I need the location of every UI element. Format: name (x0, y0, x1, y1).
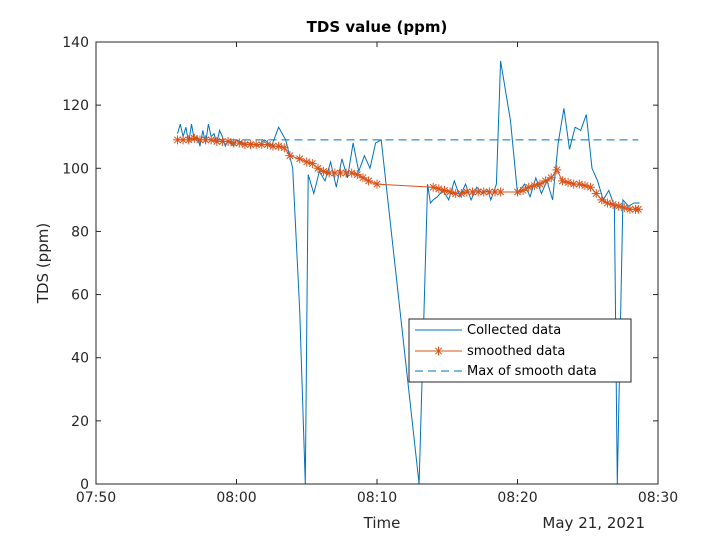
smoothed-point (223, 136, 233, 146)
smoothed-point (184, 135, 194, 145)
smoothed-point (451, 189, 461, 199)
y-tick-label: 80 (71, 224, 89, 240)
x-tick-label: 08:00 (216, 490, 256, 506)
smoothed-point (580, 181, 590, 191)
series-line-collected (177, 60, 640, 485)
date-label: May 21, 2021 (542, 514, 645, 532)
smoothed-point (625, 204, 635, 214)
y-tick-label: 20 (71, 414, 89, 430)
smoothed-point (428, 182, 438, 192)
smoothed-point (364, 176, 374, 186)
y-tick-label: 60 (71, 288, 89, 304)
smoothed-point (330, 168, 340, 178)
smoothed-point (234, 138, 244, 148)
y-tick-label: 140 (62, 35, 89, 51)
plot-background (96, 42, 658, 484)
smoothed-point (319, 166, 329, 176)
smoothed-point (262, 140, 272, 150)
smoothed-point (557, 176, 567, 186)
smoothed-point (434, 184, 444, 194)
smoothed-point (445, 187, 455, 197)
x-axis-label: Time (363, 514, 401, 532)
x-tick-label: 08:30 (638, 490, 678, 506)
legend: Collected data smoothed data Max of smoo… (408, 318, 632, 383)
legend-label-smoothed: smoothed data (467, 344, 565, 359)
smoothed-point (358, 173, 368, 183)
smoothed-point (456, 189, 466, 199)
smoothed-point (295, 154, 305, 164)
legend-star-marker (434, 346, 443, 356)
smoothed-point (206, 135, 216, 145)
smoothed-point (279, 143, 289, 153)
smoothed-point (347, 168, 357, 178)
smoothed-point (619, 203, 629, 213)
smoothed-point (633, 204, 643, 214)
smoothed-point (439, 185, 449, 195)
axes-layer: 07:50 08:00 08:10 08:20 08:30 0 20 40 60 80 100 120… (62, 35, 678, 506)
legend-label-collected: Collected data (467, 323, 561, 338)
smoothed-point (552, 165, 562, 175)
smoothed-point (217, 136, 227, 146)
smoothed-point (307, 159, 317, 169)
legend-star (434, 346, 443, 356)
smoothed-point (490, 187, 500, 197)
smoothed-point (513, 187, 522, 197)
y-tick-label: 100 (62, 161, 89, 177)
y-tick-label: 0 (80, 477, 89, 493)
y-tick-label: 40 (71, 351, 89, 367)
series-layer (172, 60, 643, 485)
smoothed-point (178, 135, 188, 145)
smoothed-point (574, 179, 584, 189)
smoothed-point (597, 195, 607, 205)
smoothed-point (602, 198, 612, 208)
smoothed-point (529, 181, 539, 191)
smoothed-point (195, 135, 205, 145)
legend-label-max: Max of smooth data (467, 364, 597, 379)
smoothed-point (274, 141, 284, 151)
smoothed-point (189, 133, 199, 143)
smoothed-point (563, 177, 573, 187)
smoothed-point (246, 140, 256, 150)
x-tick-label: 08:20 (497, 490, 537, 506)
smoothed-point (352, 170, 362, 180)
smoothed-point (524, 182, 534, 192)
smoothed-point (479, 187, 489, 197)
smoothed-point (608, 200, 618, 210)
chart-title: TDS value (ppm) (307, 18, 448, 36)
smoothed-point (302, 157, 312, 167)
y-axis-label: TDS (ppm) (34, 223, 52, 304)
smoothed-point (546, 173, 556, 183)
x-tick-label: 07:50 (76, 490, 116, 506)
smoothed-point (372, 179, 382, 189)
y-tick-label: 120 (62, 98, 89, 114)
smoothed-point (586, 182, 596, 192)
smoothed-point (614, 201, 624, 211)
smoothed-point (285, 151, 295, 161)
x-tick-label: 08:10 (357, 490, 397, 506)
smoothed-point (591, 189, 601, 199)
smoothed-point (496, 187, 506, 197)
